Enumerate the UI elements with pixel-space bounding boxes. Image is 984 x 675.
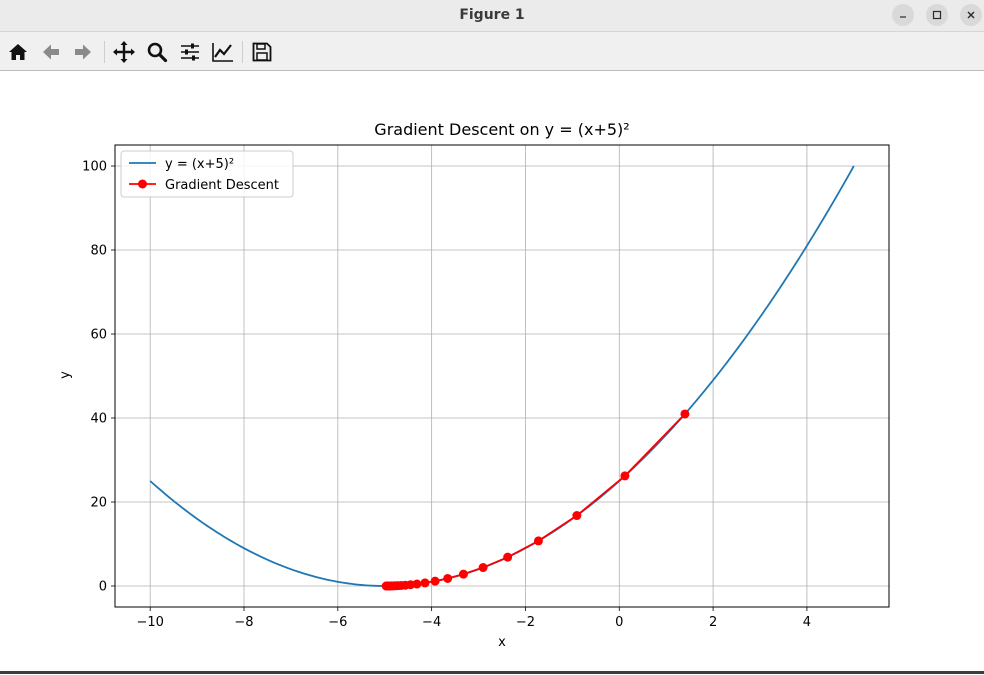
legend-label: Gradient Descent [165,178,279,193]
x-tick-label: −2 [516,615,535,630]
zoom-icon[interactable] [144,39,170,65]
y-tick-label: 20 [90,496,107,511]
legend-label: y = (x+5)² [165,157,234,172]
grid-lines [115,145,889,607]
figure-canvas[interactable]: −10 −8 −6 −4 −2 0 2 4 0 20 40 60 80 100 Gradient Desc… [0,71,984,671]
x-tick-label: −10 [136,615,163,630]
x-tick-label: 0 [615,615,623,630]
x-tick-label: 4 [803,615,811,630]
series-line-gradient-descent [386,413,686,587]
forward-icon[interactable] [70,39,96,65]
toolbar-separator [104,41,105,63]
window-bottom-border [0,671,984,674]
maximize-icon[interactable] [926,4,948,26]
legend-box [120,150,294,198]
axes-edit-icon[interactable] [210,39,236,65]
y-tick-label: 80 [90,244,107,259]
y-tick-label: 40 [90,412,107,427]
x-axis-label: x [498,635,506,650]
gradient-descent-point [443,573,453,583]
x-tick-label: −6 [328,615,347,630]
gradient-descent-point [478,563,488,573]
y-tick-label: 100 [82,160,107,175]
gradient-descent-point [503,552,513,562]
gradient-descent-point [430,576,440,586]
series-line-curve [149,165,855,587]
gradient-descent-point [420,578,430,588]
toolbar-separator [242,41,243,63]
window-title: Figure 1 [459,7,525,23]
axes-frame [114,144,890,608]
back-icon[interactable] [38,39,64,65]
navigation-toolbar [0,32,984,71]
chart-title: Gradient Descent on y = (x+5)² [374,120,629,139]
close-icon[interactable] [960,4,982,26]
subplots-icon[interactable] [177,39,203,65]
gradient-descent-point [620,471,630,481]
y-tick-label: 0 [99,580,107,595]
window-titlebar: Figure 1 [0,0,984,32]
x-tick-label: −4 [422,615,441,630]
gradient-descent-point [533,536,543,546]
x-tick-label: 2 [709,615,717,630]
save-icon[interactable] [249,39,275,65]
axes-border [114,144,890,608]
minimize-icon[interactable] [892,4,914,26]
home-icon[interactable] [5,39,31,65]
gradient-descent-point [680,409,690,419]
y-axis-label: y [58,371,73,379]
pan-icon[interactable] [111,39,137,65]
legend-marker-swatch [138,179,147,189]
x-tick-label: −8 [234,615,253,630]
gradient-descent-point [381,581,391,591]
legend: y = (x+5)² Gradient Descent [120,150,294,198]
gradient-descent-point [572,511,582,521]
series-layer [149,165,855,591]
gradient-descent-point [458,569,468,579]
y-tick-label: 60 [90,328,107,343]
